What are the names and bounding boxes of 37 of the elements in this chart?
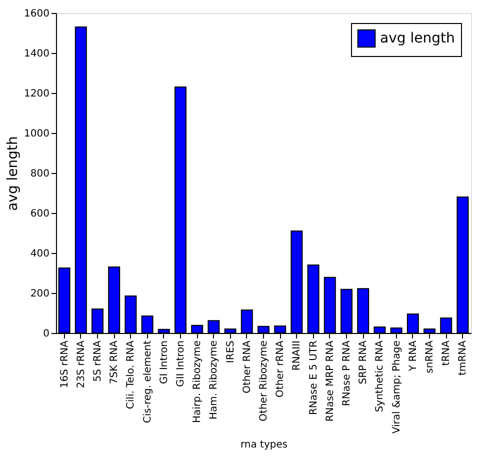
x-tick-label: Cis-reg. element [142,340,154,424]
x-axis-title: rna types [240,440,288,451]
x-tick-label: Ham. Ribozyme [208,340,220,420]
x-tick-label: Y RNA [408,340,419,372]
y-tick-label: 0 [43,328,50,340]
y-axis-title: avg length [5,136,22,211]
y-tick-label: 400 [30,248,50,260]
legend-label: avg length [380,30,455,46]
x-tick-label: RNase MRP RNA [324,340,336,422]
y-tick-label: 800 [30,168,50,180]
x-tick-label: Viral &amp; Phage [391,340,402,434]
y-tick-label: 1200 [24,88,50,100]
x-tick-label: GII Intron [176,340,186,387]
x-tick-label: 23S rRNA [76,340,87,388]
x-tick-label: tmRNA [458,340,469,376]
x-tick-label: 16S rRNA [59,340,70,388]
y-tick-label: 1000 [24,128,50,140]
x-tick-label: Cili. Telo. RNA [126,340,137,410]
x-tick-label: GI Intron [158,340,170,384]
x-tick-label: Synthetic RNA [374,340,386,412]
x-tick-label: tRNA [441,340,452,366]
x-tick-label: RNAIII [292,340,303,371]
x-tick-label: IRES [225,340,236,364]
y-tick-label: 1400 [24,48,50,60]
x-tick-label: 5S rRNA [92,340,104,382]
x-tick-label: snRNA [424,340,436,374]
x-tick-label: RNase P RNA [342,340,352,406]
x-tick-label: SRP RNA [358,340,370,384]
x-tick-label: Other RNA [242,340,253,394]
x-tick-label: 7SK RNA [109,340,120,384]
x-tick-label: RNase E 5 UTR [308,340,320,416]
y-tick-label: 200 [30,288,50,300]
x-tick-label: Hairp. Ribozyme [192,340,204,423]
y-tick-label: 600 [30,208,50,220]
x-tick-label: Other Ribozyme [258,340,270,422]
y-tick-label: 1600 [24,8,50,20]
x-tick-label: Other rRNA [275,340,286,398]
